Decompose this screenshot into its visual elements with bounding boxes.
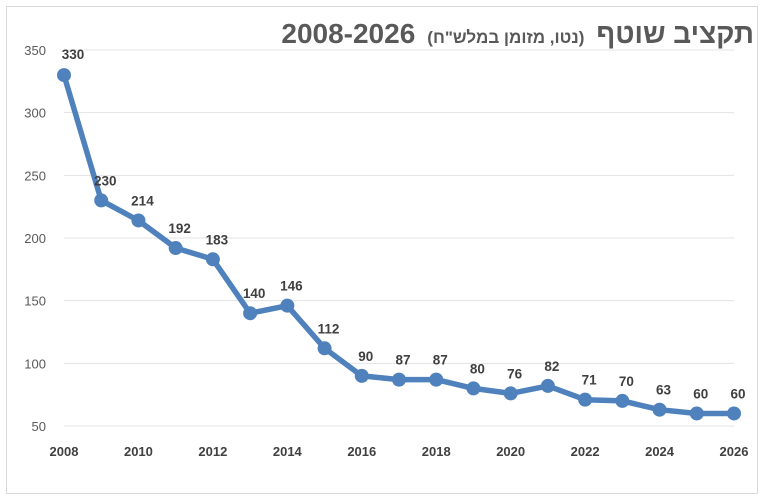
data-point: [168, 241, 183, 256]
y-tick-label: 350: [24, 43, 46, 58]
chart-title-main: תקציב שוטף: [596, 18, 754, 49]
x-axis: 2008 2010 2012 2014 2016 2018 2020 2022 2024 2026: [50, 444, 749, 459]
x-tick-label: 2010: [124, 444, 153, 459]
data-label: 90: [358, 349, 373, 364]
y-tick-label: 200: [24, 231, 46, 246]
x-tick-label: 2008: [50, 444, 79, 459]
x-tick-label: 2014: [273, 444, 303, 459]
data-point: [131, 213, 146, 228]
data-label: 87: [433, 353, 448, 368]
data-label: 80: [470, 361, 485, 376]
x-tick-label: 2016: [347, 444, 376, 459]
data-label: 60: [693, 386, 708, 401]
x-tick-label: 2012: [198, 444, 227, 459]
y-tick-label: 250: [24, 168, 46, 183]
y-axis: 50 100 150 200 250 300 350: [24, 43, 46, 434]
data-point: [578, 392, 593, 407]
data-label: 76: [507, 366, 523, 381]
data-label: 60: [730, 386, 745, 401]
data-point: [94, 193, 109, 208]
y-tick-label: 300: [24, 106, 46, 121]
gridlines: [64, 49, 734, 427]
data-points: [57, 68, 741, 421]
data-point: [689, 406, 704, 421]
data-point: [727, 406, 741, 421]
x-tick-label: 2018: [422, 444, 451, 459]
chart-title-subtitle: (נטו, מזומן במלש"ח): [427, 28, 585, 47]
data-point: [205, 252, 220, 267]
data-point: [57, 68, 71, 83]
data-point: [392, 372, 406, 387]
x-tick-label: 2020: [496, 444, 525, 459]
data-label: 112: [318, 321, 340, 336]
data-label: 230: [94, 173, 117, 188]
data-point: [466, 381, 481, 396]
data-label: 87: [395, 353, 410, 368]
y-tick-label: 50: [32, 419, 46, 434]
chart-frame: [6, 6, 758, 494]
data-label: 82: [544, 359, 559, 374]
data-label: 192: [168, 221, 191, 236]
data-point: [280, 298, 295, 313]
y-tick-label: 150: [24, 294, 46, 309]
data-label: 146: [280, 279, 303, 294]
data-label: 71: [582, 373, 598, 388]
chart-title: תקציב שוטף (נטו, מזומן במלש"ח) 2008-2026: [281, 18, 754, 50]
data-label: 70: [619, 374, 634, 389]
chart-title-years: 2008-2026: [281, 18, 416, 49]
data-point: [540, 378, 555, 393]
data-point: [243, 306, 258, 321]
data-point: [615, 393, 630, 408]
data-label: 330: [62, 47, 85, 62]
data-label: 140: [243, 286, 266, 301]
data-label: 183: [206, 232, 229, 247]
data-label: 63: [656, 383, 672, 398]
data-point: [317, 341, 332, 356]
data-point: [652, 402, 667, 417]
x-tick-label: 2024: [645, 444, 675, 459]
data-label: 214: [131, 193, 154, 208]
x-tick-label: 2026: [720, 444, 749, 459]
data-point: [429, 372, 444, 387]
data-labels: 330 230 214 192 183 140 146 112 90 87 87 80 76 82 71 70…: [62, 47, 746, 401]
data-point: [503, 386, 518, 401]
x-tick-label: 2022: [571, 444, 600, 459]
data-point: [354, 368, 369, 383]
y-tick-label: 100: [24, 356, 46, 371]
